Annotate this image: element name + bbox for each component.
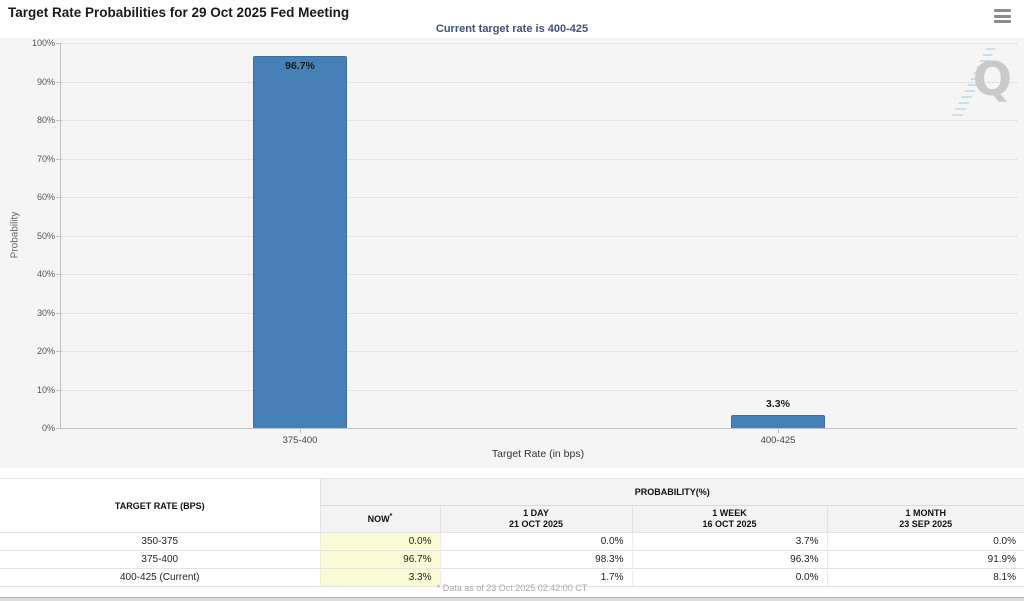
target-rate-header: TARGET RATE (BPS) bbox=[0, 478, 321, 533]
y-tick-label: 30% bbox=[36, 307, 55, 318]
gridline bbox=[61, 158, 1017, 160]
gridline bbox=[61, 43, 1017, 44]
probability-chart: Probability 0% 10% 20% 30% 40% 50% 60% 70% 80% 90… bbox=[0, 38, 1024, 468]
probability-cell: 1.7% bbox=[439, 568, 632, 587]
rate-cell: 375-400 bbox=[0, 550, 320, 569]
y-tick-mark bbox=[56, 81, 61, 83]
x-axis-title: Target Rate (in bps) bbox=[491, 448, 585, 460]
probability-cell: 0.0% bbox=[631, 568, 827, 587]
quikstrike-watermark-icon: Q bbox=[949, 48, 1012, 120]
column-header-1-month: 1 MONTH 23 SEP 2025 bbox=[827, 505, 1024, 533]
y-tick-mark bbox=[56, 235, 61, 237]
gridline bbox=[61, 197, 1017, 198]
now-probability-cell: 0.0% bbox=[319, 532, 440, 551]
probability-cell: 0.0% bbox=[826, 532, 1024, 551]
probability-table: TARGET RATE (BPS) PROBABILITY(%) NOW* 1 D… bbox=[0, 478, 1024, 587]
gridline bbox=[61, 312, 1017, 314]
plot-area: 0% 10% 20% 30% 40% 50% 60% 70% 80% 90% 100% 96.7% 37… bbox=[32, 38, 1017, 446]
y-tick-label: 80% bbox=[36, 115, 55, 125]
y-tick-mark bbox=[56, 120, 61, 121]
gridline bbox=[61, 120, 1017, 121]
menu-bar bbox=[994, 20, 1011, 23]
y-tick-label: 20% bbox=[36, 346, 55, 356]
probability-cell: 91.9% bbox=[826, 550, 1024, 569]
column-header-1-day: 1 DAY 21 OCT 2025 bbox=[440, 505, 633, 533]
y-tick-label: 70% bbox=[36, 153, 55, 164]
gridline bbox=[61, 389, 1017, 391]
current-target-rate-subtitle: Current target rate is 400-425 bbox=[435, 23, 589, 35]
probability-cell: 3.7% bbox=[631, 532, 827, 551]
rate-cell: 350-375 bbox=[0, 532, 320, 551]
y-tick-label: 100% bbox=[31, 38, 55, 48]
menu-icon[interactable] bbox=[994, 9, 1011, 24]
y-tick-mark bbox=[56, 43, 61, 44]
y-tick-label: 10% bbox=[36, 384, 55, 395]
probability-cell: 98.3% bbox=[439, 550, 632, 569]
probability-cell: 96.3% bbox=[631, 550, 827, 569]
now-probability-cell: 96.7% bbox=[319, 550, 440, 569]
y-tick-mark bbox=[56, 428, 61, 429]
y-tick-mark bbox=[56, 197, 61, 198]
y-tick-mark bbox=[56, 351, 61, 352]
watermark-letter: Q bbox=[972, 52, 1012, 106]
y-tick-mark bbox=[56, 312, 61, 314]
column-header-now: NOW* bbox=[320, 505, 441, 533]
probability-group-header: PROBABILITY(%) bbox=[320, 478, 1024, 506]
y-tick-label: 90% bbox=[36, 76, 55, 87]
bar-value-label: 3.3% bbox=[766, 398, 790, 411]
table-row: 400-425 (Current) 3.3% 1.7% 0.0% 8.1% bbox=[0, 568, 1024, 587]
rate-cell: 400-425 (Current) bbox=[0, 568, 320, 587]
menu-bar bbox=[994, 14, 1011, 18]
bar-375-400[interactable] bbox=[253, 55, 347, 428]
y-tick-mark bbox=[56, 389, 61, 391]
panel-bottom-edge bbox=[0, 597, 1024, 601]
table-row: 375-400 96.7% 98.3% 96.3% 91.9% bbox=[0, 550, 1024, 569]
data-as-of-footnote: * Data as of 23 Oct 2025 02:42:00 CT bbox=[436, 583, 588, 593]
y-tick-label: 0% bbox=[41, 423, 55, 433]
gridline bbox=[61, 235, 1017, 237]
gridline bbox=[61, 274, 1017, 275]
column-header-1-week: 1 WEEK 16 OCT 2025 bbox=[632, 505, 828, 533]
x-tick-mark bbox=[300, 428, 301, 433]
bar-value-label: 96.7% bbox=[285, 59, 315, 72]
bar-400-425[interactable] bbox=[731, 415, 825, 428]
y-tick-mark bbox=[56, 274, 61, 275]
x-tick-mark bbox=[778, 428, 779, 433]
y-tick-label: 40% bbox=[36, 269, 55, 279]
now-probability-cell: 3.3% bbox=[319, 568, 440, 587]
x-category-label: 400-425 bbox=[760, 435, 796, 446]
y-tick-label: 50% bbox=[36, 230, 55, 241]
x-category-label: 375-400 bbox=[282, 435, 318, 446]
probability-cell: 8.1% bbox=[826, 568, 1024, 587]
menu-bar bbox=[994, 9, 1011, 12]
y-tick-mark bbox=[56, 158, 61, 160]
table-row: 350-375 0.0% 0.0% 3.7% 0.0% bbox=[0, 532, 1024, 551]
page-title: Target Rate Probabilities for 29 Oct 202… bbox=[8, 5, 350, 20]
gridline bbox=[61, 81, 1017, 83]
probability-cell: 0.0% bbox=[439, 532, 632, 551]
y-tick-label: 60% bbox=[36, 192, 55, 202]
gridline bbox=[61, 351, 1017, 352]
